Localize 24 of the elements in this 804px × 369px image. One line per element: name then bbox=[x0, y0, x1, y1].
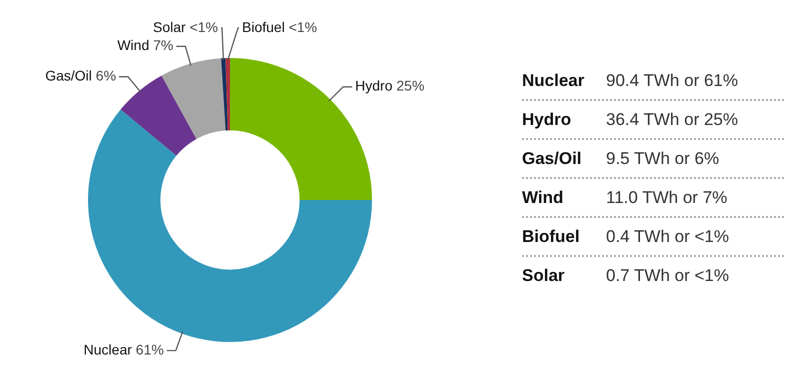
text: 90.4 TWh or 61% bbox=[606, 70, 738, 90]
text: Wind bbox=[522, 188, 564, 208]
text: Nuclear bbox=[522, 70, 586, 90]
slice-label: Solar bbox=[153, 18, 190, 35]
data-label: 7% bbox=[153, 37, 174, 54]
slice-label: Wind bbox=[117, 37, 154, 54]
text: 9.5 TWh or 6% bbox=[606, 148, 720, 168]
slice-label: Nuclear bbox=[84, 341, 136, 358]
data-label: 6% bbox=[96, 68, 116, 84]
text: 0.7 TWh or <1% bbox=[606, 266, 729, 286]
text: Hydro bbox=[522, 110, 572, 130]
text: 11.0 TWh or 7% bbox=[606, 188, 728, 208]
text: Gas/Oil bbox=[522, 148, 583, 168]
slice-label: Biofuel bbox=[242, 18, 289, 35]
data-label: <1% bbox=[190, 18, 218, 35]
text: Biofuel bbox=[522, 226, 581, 246]
slice-label: Hydro bbox=[355, 78, 396, 94]
data-label: <1% bbox=[288, 18, 318, 35]
text: Solar bbox=[522, 266, 566, 286]
data-label: 25% bbox=[396, 78, 424, 94]
slice-label: Gas/Oil bbox=[45, 68, 96, 84]
text: 36.4 TWh or 25% bbox=[606, 110, 738, 130]
text: 0.4 TWh or <1% bbox=[606, 226, 729, 246]
data-label: 61% bbox=[136, 341, 164, 358]
